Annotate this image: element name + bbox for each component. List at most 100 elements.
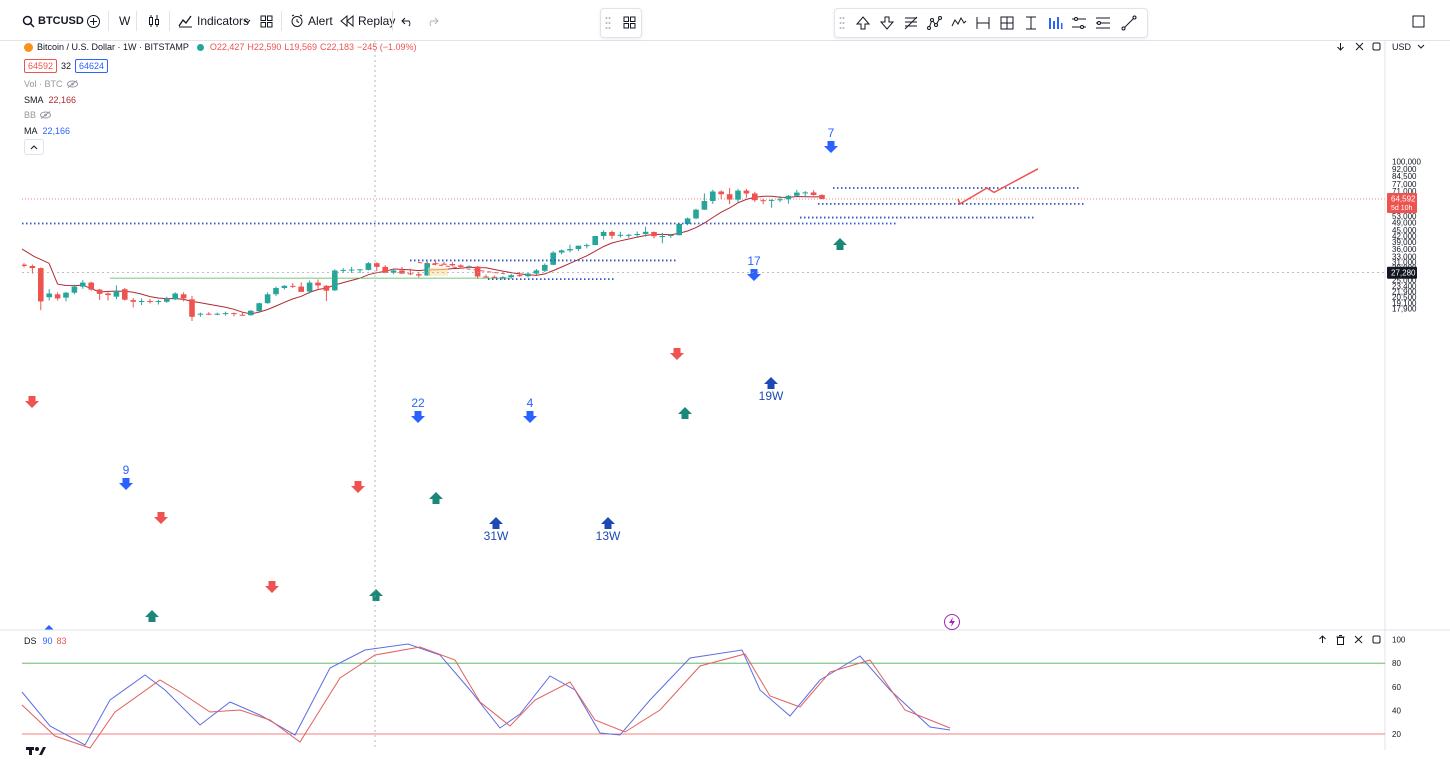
chevron-down-icon [1417,44,1425,49]
candle-up [306,282,313,292]
pane-maximize-button[interactable] [1372,42,1381,53]
volume-legend[interactable]: Vol · BTC [24,79,78,89]
candle-down [449,264,456,266]
undo-button[interactable] [401,10,414,32]
candle-down [315,282,321,286]
candle-up [466,266,472,268]
interval-button[interactable]: W [119,10,130,32]
signal-count-label: 17 [747,254,761,268]
low-value: L19,569 [284,42,317,52]
maximize-icon [1412,15,1425,27]
price-axis-label: 45,000 [1392,226,1417,235]
sell-signal-arrow [670,348,684,360]
candle-up [63,292,69,298]
osc-maximize-button[interactable] [1372,635,1381,646]
close-icon [1354,635,1363,644]
oscillator-label: DS [24,636,37,646]
pattern-tool-icon[interactable] [927,15,943,31]
sma-value: 22,166 [48,95,77,105]
candle-up [542,264,548,271]
drag-handle-icon[interactable] [605,16,611,30]
chart-type-button[interactable] [147,10,161,32]
tradingview-logo[interactable] [26,742,46,755]
signal-week-label: 31W [484,529,509,543]
candle-down [374,263,380,267]
candle-down [206,313,212,315]
candle-down [122,289,128,300]
indicators-icon [178,15,192,28]
bb-legend[interactable]: BB [24,110,52,120]
redo-button[interactable] [426,10,439,32]
candle-down [105,293,111,296]
maximize-button[interactable] [1412,10,1425,32]
layout-grid-icon[interactable] [623,16,636,29]
candle-up [575,245,582,249]
candle-down [298,286,304,292]
osc-move-up-button[interactable] [1318,635,1327,646]
compare-button[interactable] [86,10,101,32]
candle-down [290,285,296,287]
candle-up [642,231,649,234]
date-price-range-icon[interactable] [999,15,1015,31]
pane-close-button[interactable] [1355,42,1364,53]
parallel-channel-icon[interactable] [1071,15,1087,31]
replay-label: Replay [358,14,396,28]
sma-legend[interactable]: SMA 22,166 [24,95,76,105]
price-range-icon[interactable] [1023,15,1039,31]
eye-hidden-icon[interactable] [40,111,52,119]
pane-move-down-button[interactable] [1336,42,1345,53]
collapse-legend-button[interactable] [24,139,44,155]
candle-up [550,252,556,265]
osc-close-button[interactable] [1354,635,1363,646]
candle-down [718,191,724,195]
candle-down [441,263,447,265]
symbol-search[interactable]: BTCUSD [22,10,84,32]
open-value: O22,427 [209,42,245,52]
replay-button[interactable]: Replay [340,10,395,32]
candle-down [399,270,405,274]
signal-up-arrow [764,377,778,389]
elliott-wave-icon[interactable] [951,15,967,31]
trend-line-icon[interactable] [1121,15,1137,31]
candle-up [584,245,590,247]
oscillator-legend[interactable]: DS 90 83 [24,636,67,646]
crosshair-price-box [1387,266,1417,279]
price-axis-label: 71,000 [1392,187,1417,196]
price-axis-label: 25,000 [1392,276,1417,285]
drag-handle-icon[interactable] [839,15,845,31]
candle-down [483,276,489,278]
candle-down [189,299,195,317]
market-status-icon [196,43,204,51]
price-axis-label: 36,000 [1392,245,1417,254]
signal-count-label: 4 [527,396,534,410]
candle-down [96,289,103,294]
position-tool-icon[interactable] [1095,15,1111,31]
oscillator-d-line [21,646,951,749]
arrow-down-tool-icon[interactable] [879,15,895,31]
eye-hidden-icon[interactable] [66,80,78,88]
volume-profile-icon[interactable] [1047,15,1063,31]
osc-delete-button[interactable] [1336,635,1345,647]
currency-selector[interactable]: USD [1392,42,1425,52]
templates-button[interactable] [260,10,273,32]
signal-down-arrow [119,478,133,490]
candle-up [533,270,540,274]
price-axis-label: 42,000 [1392,232,1417,241]
alert-button[interactable]: Alert [290,10,333,32]
indicators-dropdown[interactable] [243,10,252,32]
maximize-icon [1372,635,1381,644]
candle-up [248,310,254,316]
ma-legend[interactable]: MA 22,166 [24,126,70,136]
indicators-button[interactable]: Indicators [178,10,249,32]
trash-icon [1336,635,1345,645]
events-lightning-icon[interactable] [944,614,960,630]
sell-button[interactable]: 64592 [24,59,58,73]
candle-up [164,298,170,302]
date-range-icon[interactable] [975,15,991,31]
candle-up [214,313,220,315]
fib-retracement-icon[interactable] [903,15,919,31]
arrow-up-tool-icon[interactable] [855,15,871,31]
candle-up [634,234,640,235]
buy-button[interactable]: 64624 [75,59,109,73]
